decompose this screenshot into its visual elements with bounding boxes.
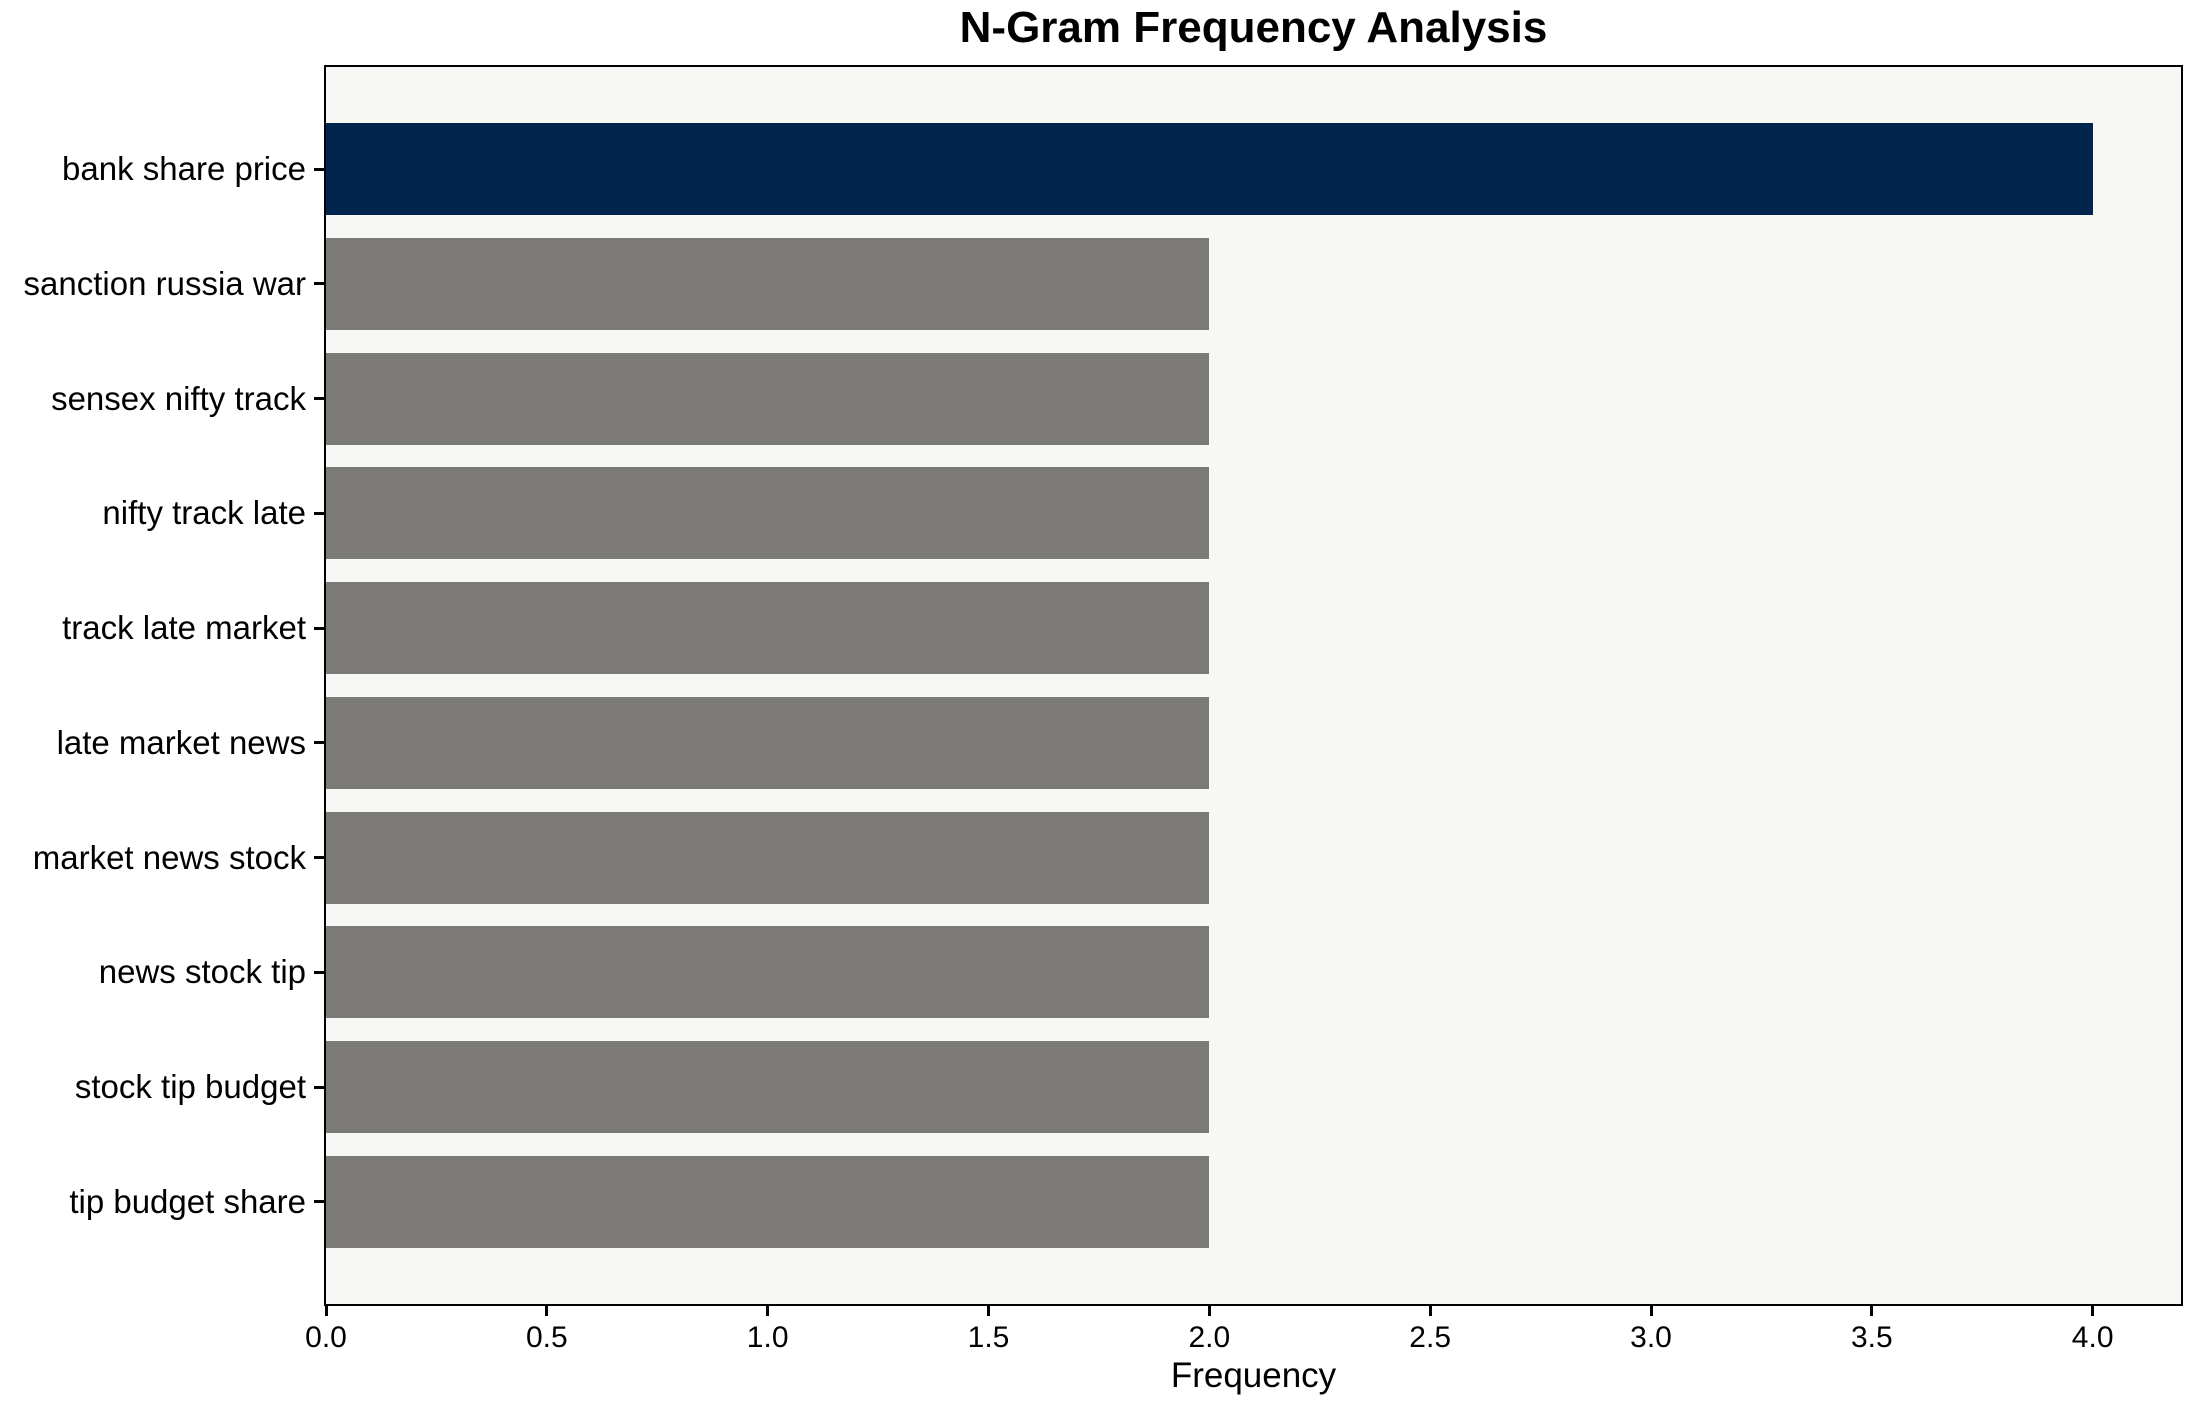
x-tick-mark (324, 1306, 328, 1316)
x-axis-label: Frequency (1170, 1356, 1337, 1395)
bar-nifty-track-late (326, 467, 1210, 560)
x-tick-mark (545, 1306, 549, 1316)
x-tick-label: 3.0 (1630, 1321, 1672, 1354)
bar-late-market-news (326, 696, 1210, 789)
x-tick-mark (2091, 1306, 2095, 1316)
x-tick-label: 3.5 (1850, 1321, 1893, 1354)
y-axis-category-label: news stock tip (98, 953, 306, 991)
y-axis-category-label: stock tip budget (74, 1068, 306, 1106)
x-tick-label: 0.5 (525, 1321, 568, 1354)
bar-news-stock-tip (326, 926, 1210, 1019)
y-axis-category-label: sensex nifty track (51, 379, 306, 417)
bar-sensex-nifty-track (326, 352, 1210, 445)
y-tick-mark (314, 1085, 324, 1089)
x-tick-mark (1207, 1306, 1211, 1316)
y-tick-mark (314, 167, 324, 171)
x-tick-mark (987, 1306, 990, 1316)
x-tick-label: 0.0 (305, 1321, 347, 1354)
y-axis-category-label: bank share price (62, 150, 306, 188)
bar-stock-tip-budget (326, 1041, 1210, 1134)
y-tick-mark (314, 397, 324, 401)
y-tick-mark (314, 741, 324, 745)
chart-title: N-Gram Frequency Analysis (959, 3, 1548, 52)
y-axis-category-label: track late market (62, 609, 306, 647)
bar-track-late-market (326, 582, 1210, 675)
x-tick-mark (766, 1306, 770, 1316)
y-axis-category-label: late market news (56, 723, 306, 761)
y-axis-category-label: nifty track late (102, 494, 306, 532)
x-tick-mark (1870, 1306, 1874, 1316)
y-tick-mark (314, 1200, 324, 1204)
x-tick-label: 2.0 (1188, 1321, 1231, 1354)
bar-tip-budget-share (326, 1155, 1210, 1248)
plot-area (324, 65, 2183, 1306)
x-tick-label: 2.5 (1409, 1321, 1452, 1354)
y-tick-mark (314, 970, 324, 974)
x-tick-label: 1.0 (746, 1321, 789, 1354)
x-tick-mark (1428, 1306, 1432, 1316)
bar-market-news-stock (326, 811, 1210, 904)
y-axis-category-label: market news stock (32, 838, 306, 876)
y-tick-mark (314, 511, 324, 515)
y-tick-mark (314, 626, 324, 630)
x-tick-mark (1649, 1306, 1653, 1316)
plot-inner (326, 67, 2181, 1304)
x-tick-label: 4.0 (2071, 1321, 2114, 1354)
x-tick-label: 1.5 (967, 1321, 1010, 1354)
bar-bank-share-price (326, 123, 2093, 216)
y-tick-mark (314, 856, 324, 860)
y-axis-category-label: sanction russia war (23, 264, 306, 302)
y-axis-category-label: tip budget share (69, 1182, 306, 1220)
bar-sanction-russia-war (326, 237, 1210, 330)
y-tick-mark (314, 282, 324, 286)
